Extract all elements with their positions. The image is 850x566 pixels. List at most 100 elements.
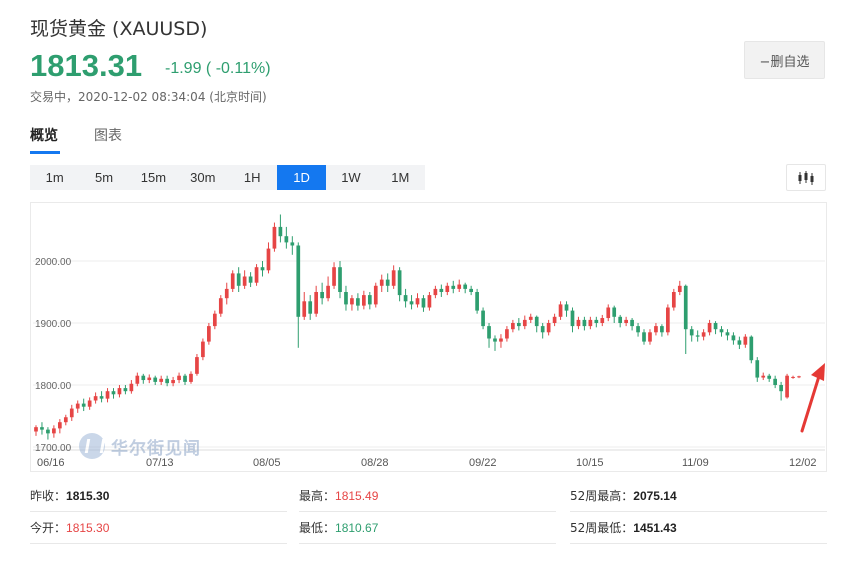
candle: [332, 262, 336, 289]
candle: [99, 391, 104, 403]
period-selector: 1m 5m 15m 30m 1H 1D 1W 1M: [30, 165, 425, 190]
candle: [487, 323, 491, 348]
period-5m[interactable]: 5m: [95, 170, 114, 185]
stat-high-value: 1815.49: [335, 489, 379, 503]
candle: [296, 242, 301, 348]
remove-watchlist-button[interactable]: −删自选: [744, 41, 825, 79]
candle: [284, 226, 289, 249]
candle: [75, 400, 80, 413]
candle: [397, 267, 402, 302]
candle: [201, 338, 205, 361]
candle: [34, 425, 38, 436]
candle: [511, 319, 515, 333]
candle: [254, 264, 259, 286]
candle: [463, 282, 468, 294]
candle: [403, 288, 408, 308]
candlestick-icon: [798, 170, 814, 185]
tab-chart[interactable]: 图表: [94, 128, 122, 144]
period-1d[interactable]: 1D: [276, 165, 327, 190]
candle: [195, 354, 199, 376]
candle: [129, 380, 134, 394]
period-15m[interactable]: 15m: [140, 170, 167, 185]
y-tick-label: 1900.00: [35, 319, 72, 330]
candle: [171, 376, 175, 387]
stat-prev-close-value: 1815.30: [66, 489, 110, 503]
wallstreetcn-logo-icon: [79, 433, 105, 459]
candle: [415, 293, 420, 308]
candle: [773, 375, 778, 389]
candle: [481, 307, 485, 330]
candle: [683, 284, 688, 354]
candle: [212, 310, 217, 330]
candle: [189, 371, 193, 384]
y-tick-label: 2000.00: [35, 257, 72, 268]
candle: [660, 324, 664, 337]
candle: [570, 307, 575, 333]
stat-low52-value: 1451.43: [633, 521, 677, 535]
x-tick-label: 12/02: [789, 457, 817, 469]
candlestick-chart: 1700.00 1800.00 1900.00 2000.00 06/16 07/13 08…: [33, 214, 825, 469]
candle: [350, 295, 354, 311]
stat-low: 最低：1810.67: [299, 512, 556, 544]
period-1mo[interactable]: 1M: [391, 170, 410, 185]
period-1h[interactable]: 1H: [243, 170, 261, 185]
page-title: 现货黄金 (XAUUSD): [30, 18, 208, 40]
chart-type-button[interactable]: [786, 164, 826, 191]
candle: [40, 422, 44, 435]
candle: [93, 392, 98, 404]
candle: [737, 336, 742, 350]
candle: [242, 270, 247, 289]
candle: [707, 319, 712, 336]
candle: [505, 326, 509, 342]
candle: [493, 335, 497, 351]
candle: [81, 398, 86, 412]
x-tick-label: 11/09: [682, 457, 709, 469]
stat-low-label: 最低：: [299, 521, 336, 535]
price-chart[interactable]: 1700.00 1800.00 1900.00 2000.00 06/16 07/13 08…: [30, 202, 827, 472]
stat-open: 今开：1815.30: [30, 512, 287, 544]
candle: [499, 334, 503, 348]
candle: [338, 261, 342, 299]
period-1w[interactable]: 1W: [341, 170, 361, 185]
candle: [159, 375, 164, 385]
candle: [630, 318, 634, 331]
period-30m[interactable]: 30m: [190, 170, 216, 185]
candle: [785, 373, 789, 399]
candle: [558, 301, 563, 320]
candle: [654, 323, 658, 336]
candle: [111, 388, 116, 399]
candle: [642, 329, 646, 345]
candle: [713, 321, 718, 335]
stat-low52-label: 52周最低：: [570, 521, 634, 535]
candle: [475, 288, 479, 314]
x-tick-label: 07/13: [146, 457, 174, 469]
candle: [87, 397, 92, 410]
candle: [606, 304, 611, 322]
candle: [177, 372, 181, 384]
stat-low52: 52周最低：1451.43: [570, 512, 827, 544]
x-tick-label: 08/05: [253, 457, 281, 469]
candle: [272, 222, 277, 252]
candle: [618, 314, 623, 328]
stat-high52-value: 2075.14: [633, 489, 677, 503]
stat-prev-close-label: 昨收：: [30, 489, 67, 503]
candle: [63, 414, 68, 426]
stat-high: 最高：1815.49: [299, 480, 556, 512]
current-price: 1813.31: [30, 48, 143, 83]
candle: [367, 292, 372, 310]
candle: [779, 381, 783, 401]
candle: [600, 314, 605, 327]
candle: [57, 419, 62, 434]
stat-high-label: 最高：: [299, 489, 336, 503]
candle: [582, 316, 587, 331]
candle: [689, 326, 694, 342]
candle: [564, 301, 569, 317]
candle: [725, 329, 730, 341]
candle: [457, 279, 462, 292]
candle: [356, 293, 360, 311]
candle: [636, 323, 640, 337]
candle: [701, 329, 706, 341]
tab-overview[interactable]: 概览: [30, 125, 60, 154]
period-1m[interactable]: 1m: [45, 170, 64, 185]
candle: [379, 274, 384, 292]
